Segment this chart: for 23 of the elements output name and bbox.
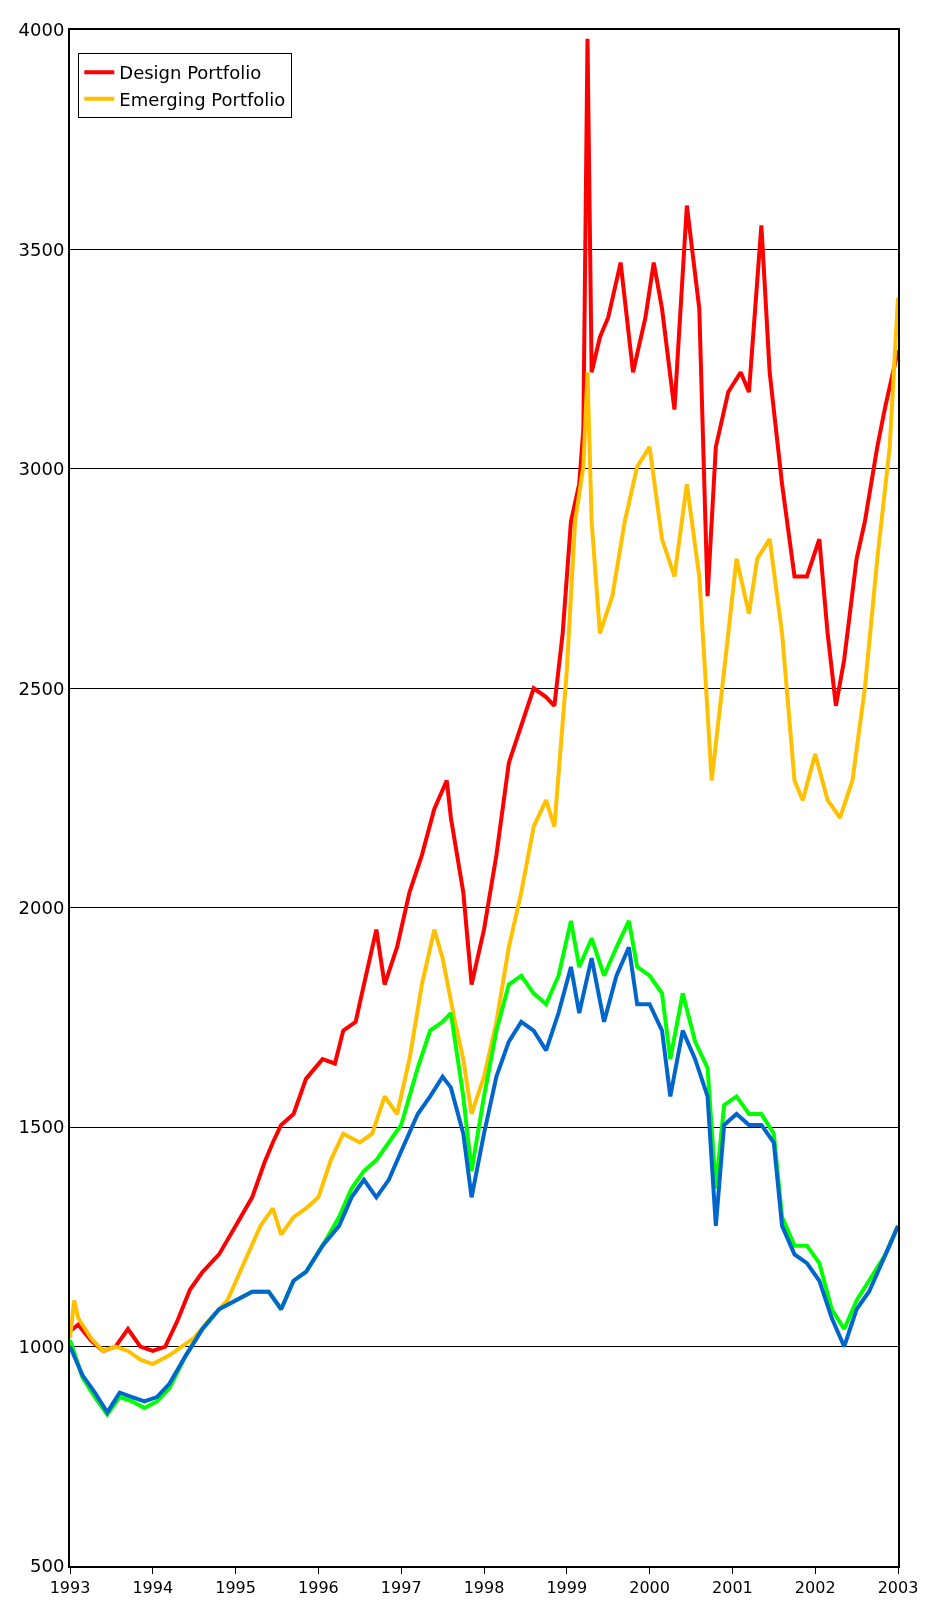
y-tick-label: 2500 (18, 677, 65, 699)
y-tick-label: 2000 (18, 897, 65, 919)
x-tick-label: 2003 (877, 1578, 919, 1598)
legend-label: Emerging Portfolio (119, 88, 286, 110)
x-tick-label: 2000 (629, 1578, 670, 1598)
x-tick-label: 1994 (132, 1578, 174, 1598)
legend-label: Design Portfolio (119, 62, 262, 84)
x-tick-label: 2002 (794, 1578, 836, 1598)
line-series (70, 295, 898, 1367)
x-tick-label: 1999 (546, 1578, 588, 1598)
y-tick-label: 3000 (18, 458, 65, 480)
line-series (70, 36, 898, 1353)
x-tick-label: 1993 (49, 1578, 91, 1598)
x-tick-label: 2001 (712, 1578, 753, 1598)
y-tick-label: 1500 (18, 1116, 65, 1138)
y-tick-label: 1000 (18, 1335, 65, 1357)
x-tick-label: 1996 (298, 1578, 339, 1598)
x-tick-label: 1995 (215, 1578, 256, 1598)
y-tick-label: 500 (30, 1555, 65, 1577)
x-tick-label: 1998 (463, 1578, 505, 1598)
y-tick-label: 4000 (18, 19, 65, 41)
y-tick-label: 3500 (18, 238, 65, 260)
x-tick-label: 1997 (380, 1578, 422, 1598)
